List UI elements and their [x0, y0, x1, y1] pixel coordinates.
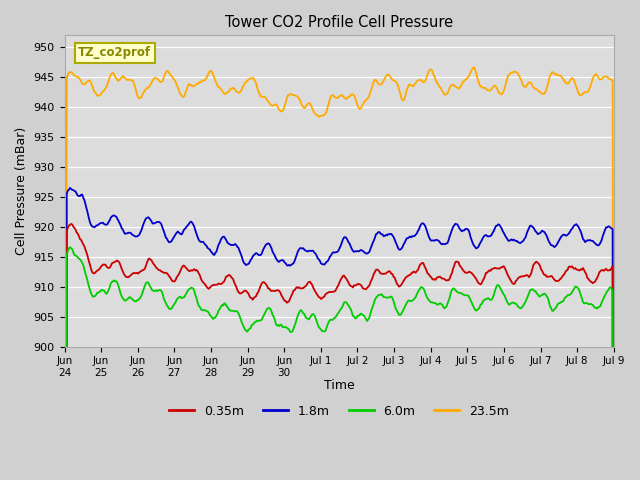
Legend: 0.35m, 1.8m, 6.0m, 23.5m: 0.35m, 1.8m, 6.0m, 23.5m — [164, 400, 514, 423]
X-axis label: Time: Time — [324, 379, 355, 393]
Text: TZ_co2prof: TZ_co2prof — [78, 46, 152, 59]
Title: Tower CO2 Profile Cell Pressure: Tower CO2 Profile Cell Pressure — [225, 15, 453, 30]
Y-axis label: Cell Pressure (mBar): Cell Pressure (mBar) — [15, 127, 28, 255]
